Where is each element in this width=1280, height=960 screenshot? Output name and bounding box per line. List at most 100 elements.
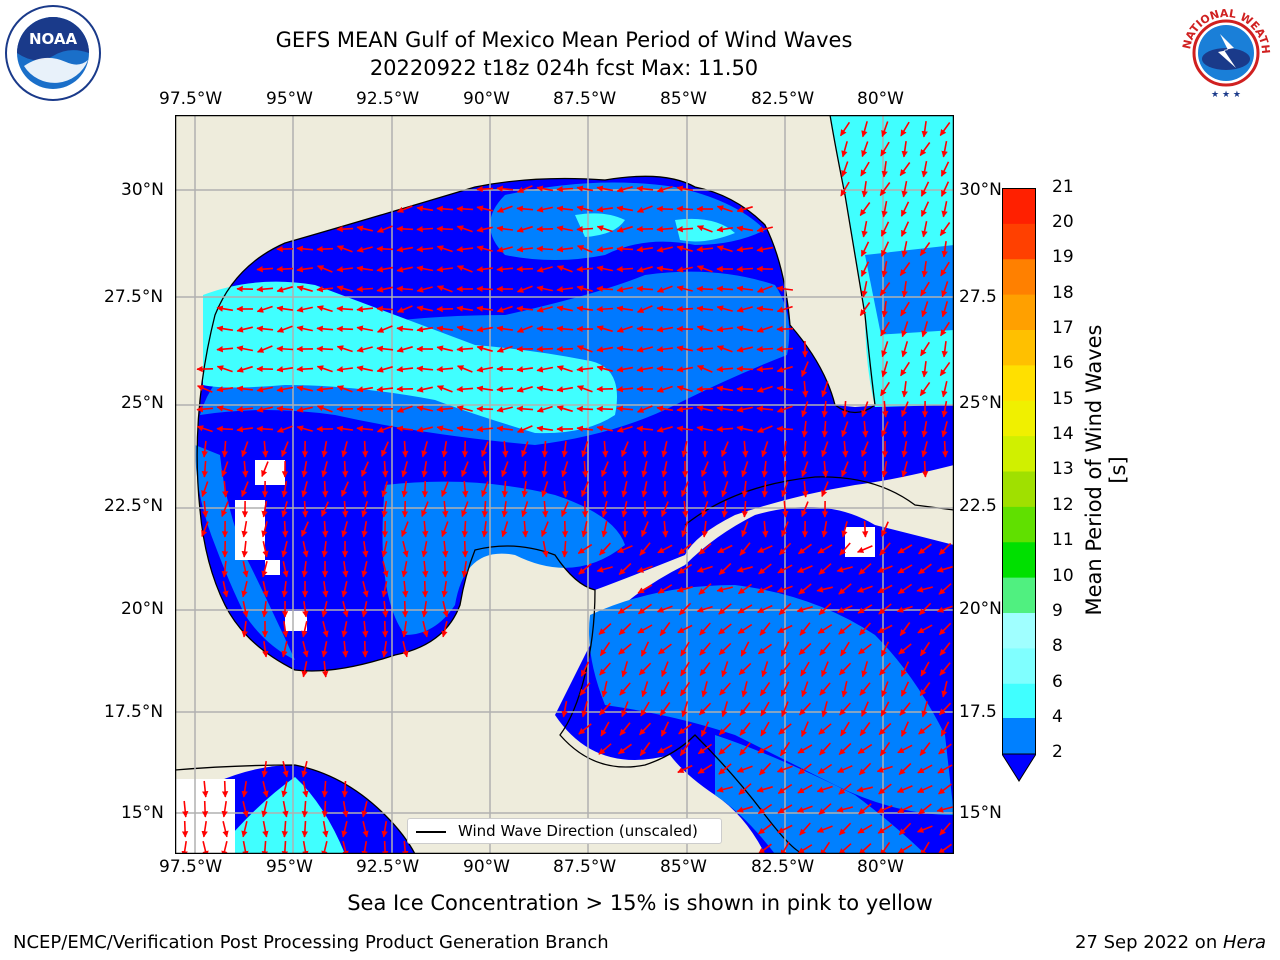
wind-arrow: [900, 681, 910, 697]
wind-arrow: [938, 542, 952, 556]
wind-arrow: [296, 325, 313, 332]
wind-arrow: [780, 681, 790, 697]
wind-arrow: [536, 185, 554, 192]
wind-arrow: [880, 141, 890, 157]
wind-arrow: [579, 682, 591, 696]
wind-arrow: [241, 520, 248, 538]
wind-arrow: [262, 820, 269, 838]
wind-arrow: [696, 605, 713, 613]
wind-arrow: [441, 621, 448, 638]
wind-arrow: [818, 563, 832, 575]
wind-arrow: [616, 305, 634, 312]
wind-arrow: [521, 520, 529, 538]
wind-arrow: [861, 701, 869, 717]
wind-arrow: [342, 800, 349, 818]
wind-arrow: [276, 366, 294, 373]
wind-arrow: [821, 381, 829, 398]
wind-arrow: [782, 500, 789, 518]
wind-arrow: [296, 425, 313, 432]
wind-arrow: [638, 722, 652, 736]
wind-arrow: [776, 345, 794, 353]
wind-arrow: [342, 560, 349, 578]
wind-arrow: [561, 480, 569, 498]
wind-arrow: [701, 520, 708, 538]
wind-arrow: [802, 380, 809, 398]
wind-arrow: [861, 441, 869, 457]
wind-arrow: [401, 461, 408, 478]
wind-arrow: [336, 245, 353, 253]
wind-arrow: [576, 345, 593, 353]
wind-arrow: [636, 205, 653, 213]
wind-arrow: [882, 400, 889, 418]
wind-arrow: [801, 440, 809, 458]
colorbar-tick: 2: [1052, 742, 1063, 762]
colorbar-segment: [1002, 541, 1036, 578]
wind-arrow: [821, 420, 829, 438]
wind-arrow: [718, 562, 732, 576]
wind-arrow: [862, 420, 869, 438]
wind-arrow: [381, 481, 388, 498]
wind-arrow: [356, 325, 374, 332]
wind-arrow: [739, 722, 751, 736]
wind-arrow: [422, 621, 429, 638]
wind-arrow: [181, 840, 188, 854]
wind-arrow: [601, 501, 608, 518]
wind-arrow: [722, 460, 729, 478]
wind-arrow: [382, 600, 389, 618]
wind-arrow: [421, 541, 428, 558]
wind-arrow: [236, 406, 254, 413]
wind-arrow: [696, 225, 713, 233]
wind-arrow: [641, 681, 649, 698]
colorbar-segment: [1002, 294, 1036, 331]
wind-arrow: [262, 440, 269, 458]
wind-arrow: [682, 500, 689, 518]
wind-arrow: [216, 305, 234, 312]
wind-arrow: [900, 721, 910, 737]
wind-arrow: [521, 501, 529, 518]
wind-arrow: [341, 621, 348, 638]
wind-arrow: [282, 561, 289, 578]
wind-arrow: [777, 824, 793, 834]
wind-arrow: [322, 580, 329, 598]
wind-arrow: [476, 305, 494, 312]
wind-arrow: [517, 185, 533, 193]
wind-arrow: [799, 702, 811, 716]
wind-arrow: [761, 661, 769, 678]
wind-arrow: [436, 285, 453, 293]
colorbar-tick: 6: [1052, 672, 1063, 692]
wind-arrow: [301, 560, 308, 578]
wind-arrow: [401, 480, 408, 498]
wind-arrow: [476, 266, 493, 273]
wind-arrow: [376, 245, 394, 253]
wind-arrow: [536, 245, 554, 253]
wind-arrow: [716, 786, 733, 793]
wind-arrow: [361, 561, 368, 578]
wind-arrow: [261, 521, 268, 538]
wind-arrow: [761, 441, 769, 458]
wind-arrow: [716, 425, 734, 433]
wind-arrow: [856, 585, 873, 593]
wind-arrow: [841, 681, 848, 698]
lon-tick-bottom: 97.5°W: [159, 857, 223, 877]
wind-arrow: [876, 765, 893, 773]
wind-arrow: [516, 205, 534, 212]
wind-arrow: [301, 621, 308, 638]
wind-arrow: [681, 441, 688, 458]
wind-arrow: [281, 820, 289, 838]
wind-arrow: [736, 425, 753, 432]
wind-arrow: [617, 545, 633, 553]
wind-arrow: [576, 285, 593, 292]
wind-arrow: [879, 542, 891, 556]
wind-arrow: [261, 801, 268, 818]
wind-arrow: [442, 540, 449, 558]
wind-arrow: [302, 780, 309, 798]
wind-arrow: [516, 405, 534, 413]
wind-arrow: [940, 261, 950, 277]
wind-arrow: [256, 406, 273, 413]
wind-arrow: [617, 603, 633, 615]
wind-arrow: [276, 345, 294, 353]
wind-arrow: [517, 425, 533, 433]
wind-arrow: [356, 365, 373, 372]
wind-arrow: [919, 242, 931, 257]
wind-arrow: [661, 461, 668, 478]
